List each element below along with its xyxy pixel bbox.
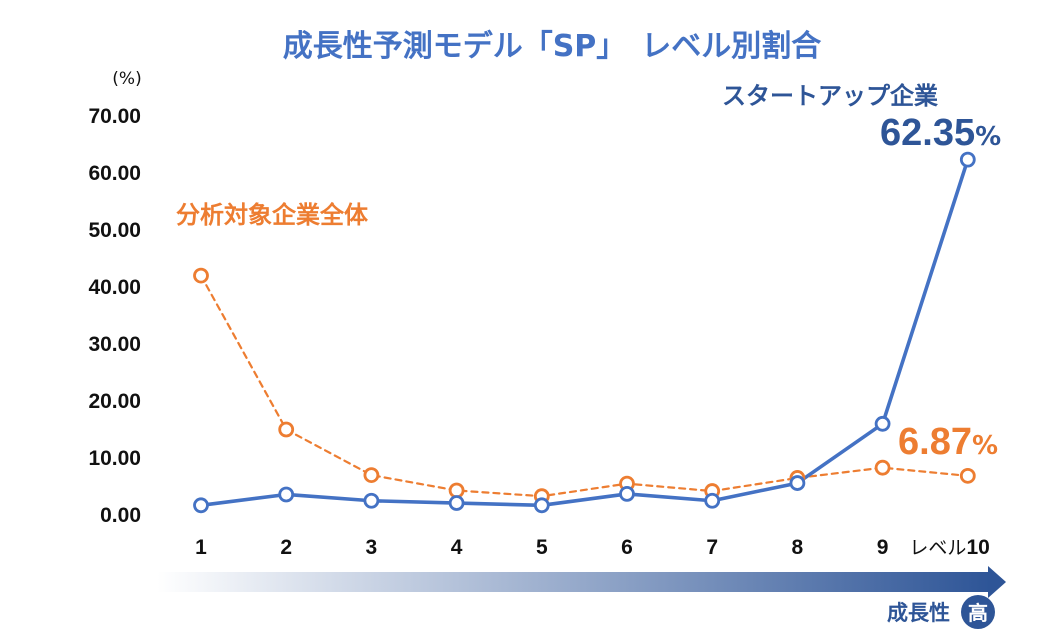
chart-title: 成長性予測モデル「SP」 レベル別割合 <box>283 29 822 64</box>
data-point-startup <box>959 151 976 168</box>
growth-arrow-shaft <box>157 572 990 592</box>
x-tick-label: 2 <box>280 536 292 559</box>
y-tick-label: 40.00 <box>88 276 141 299</box>
x-tick-label: 7 <box>706 536 718 559</box>
y-tick-label: 30.00 <box>88 333 141 356</box>
series-points <box>193 151 976 514</box>
annotation-overall-number: 6.87 <box>898 421 972 463</box>
data-point-overall <box>448 482 465 499</box>
growth-badge-circle <box>961 595 995 629</box>
x-tick-label: 9 <box>877 536 889 559</box>
x-tick-label: 8 <box>792 536 804 559</box>
x-axis-ticks: 1 2 3 4 5 6 7 8 9 レベル10 <box>195 536 990 559</box>
annotation-startup-unit: % <box>975 122 1001 152</box>
series-lines <box>199 157 970 508</box>
annotation-overall-unit: % <box>972 431 998 461</box>
growth-arrow <box>157 566 1006 598</box>
series-line-startup <box>199 157 970 508</box>
x-tick-label: 5 <box>536 536 548 559</box>
y-tick-label: 10.00 <box>88 447 141 470</box>
data-point-overall <box>959 467 976 484</box>
legend-startup: スタートアップ企業 <box>722 82 938 110</box>
x-tick-label: 1 <box>195 536 207 559</box>
x-tick-label: 3 <box>366 536 378 559</box>
x-tick-label: レベル10 <box>909 536 989 559</box>
x-tick-label: 4 <box>451 536 463 559</box>
data-point-startup <box>533 497 550 514</box>
data-point-startup <box>874 415 891 432</box>
annotation-overall-value: 6.87% <box>898 421 998 463</box>
legend-overall: 分析対象企業全体 <box>176 201 369 229</box>
x-tick-label: 6 <box>621 536 633 559</box>
data-point-overall <box>874 459 891 476</box>
data-point-startup <box>619 486 635 502</box>
growth-badge-text: 高 <box>968 601 988 625</box>
y-tick-label: 0.00 <box>100 504 141 527</box>
annotation-startup-value: 62.35% <box>880 112 1001 154</box>
annotation-startup-number: 62.35 <box>880 112 975 154</box>
data-point-startup <box>278 486 295 503</box>
data-point-startup <box>448 495 465 511</box>
data-point-overall <box>278 421 295 438</box>
series-line-overall <box>199 274 969 498</box>
data-point-overall <box>193 267 209 284</box>
data-point-startup <box>704 492 721 509</box>
data-point-startup <box>363 492 380 509</box>
y-axis-unit: (%) <box>112 69 141 89</box>
y-tick-label: 70.00 <box>88 105 141 128</box>
y-axis-ticks: 70.00 60.00 50.00 40.00 30.00 20.00 10.00 0.00 <box>88 105 141 527</box>
y-tick-label: 60.00 <box>88 162 141 185</box>
data-point-overall <box>363 467 380 484</box>
y-tick-label: 50.00 <box>88 219 141 242</box>
data-point-startup <box>193 497 209 514</box>
y-tick-label: 20.00 <box>88 390 141 413</box>
growth-arrow-label: 成長性 <box>887 601 950 625</box>
growth-arrow-head <box>988 566 1006 598</box>
data-point-startup <box>789 475 806 491</box>
